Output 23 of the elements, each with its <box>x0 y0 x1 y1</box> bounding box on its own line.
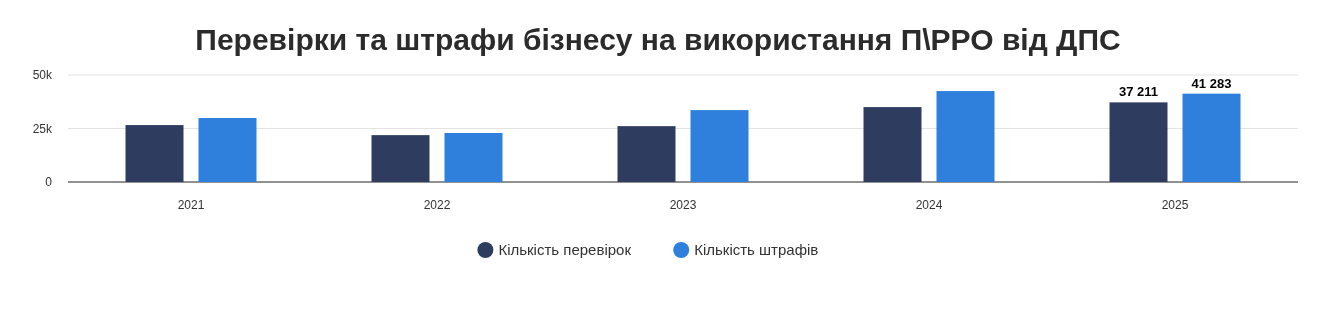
legend-label: Кількість штрафів <box>694 241 819 258</box>
bar <box>125 125 184 182</box>
bar <box>690 110 749 182</box>
bar <box>936 91 995 182</box>
bar <box>863 107 922 182</box>
data-label: 37 211 <box>1118 84 1159 100</box>
bar <box>1109 102 1168 182</box>
data-label: 41 283 <box>1191 75 1232 91</box>
x-tick-label: 2021 <box>177 198 205 212</box>
x-tick-label: 2023 <box>669 198 697 212</box>
legend-label: Кількість перевірок <box>498 241 632 258</box>
bar <box>444 132 503 182</box>
y-tick-label: 50k <box>32 68 53 82</box>
bar <box>198 118 257 182</box>
chart-title: Перевірки та штрафи бізнесу на використання П\РРО від ДПС <box>195 23 1121 56</box>
x-tick-label: 2022 <box>423 198 451 212</box>
x-tick-label: 2025 <box>1161 198 1189 212</box>
y-tick-label: 25k <box>32 121 53 136</box>
y-tick-label: 0 <box>45 175 53 189</box>
x-tick-label: 2024 <box>915 198 943 212</box>
bar <box>1182 93 1241 182</box>
bar <box>617 126 676 182</box>
bar <box>371 135 430 182</box>
